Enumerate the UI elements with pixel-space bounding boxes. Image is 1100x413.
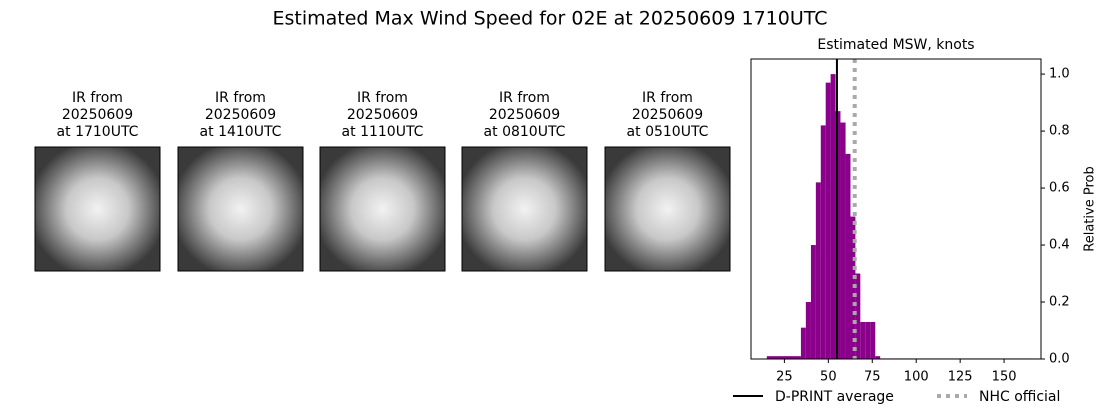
ir-image <box>319 146 446 272</box>
bar <box>845 153 851 359</box>
bar <box>766 356 801 359</box>
x-tick-label: 50 <box>820 370 837 385</box>
legend-label: NHC official <box>979 389 1060 405</box>
bar <box>825 82 831 359</box>
panel-title: IR from <box>215 90 266 106</box>
bar <box>820 125 826 359</box>
legend-label: D-PRINT average <box>775 389 894 405</box>
panel-title: IR from <box>499 90 550 106</box>
panel-title: at 0810UTC <box>484 124 566 140</box>
bar <box>835 111 841 359</box>
x-tick-label: 125 <box>948 370 973 385</box>
panel-title: IR from <box>642 90 693 106</box>
bar <box>870 321 876 359</box>
chart-title: Estimated MSW, knots <box>817 37 974 53</box>
y-tick-label: 0.0 <box>1049 352 1070 367</box>
bar <box>865 321 871 359</box>
x-tick-label: 150 <box>992 370 1017 385</box>
y-tick-label: 0.2 <box>1049 295 1070 310</box>
y-tick-label: 0.4 <box>1049 238 1070 253</box>
panel-title: 20250609 <box>62 107 133 123</box>
bar <box>800 327 806 359</box>
bar <box>805 302 811 359</box>
panel-title: at 0510UTC <box>627 124 709 140</box>
panel-title: 20250609 <box>347 107 418 123</box>
x-tick-label: 25 <box>776 370 793 385</box>
ir-image <box>604 146 731 272</box>
bar <box>840 122 846 359</box>
ir-image <box>177 146 304 272</box>
panel-title: IR from <box>357 90 408 106</box>
x-tick-label: 75 <box>864 370 881 385</box>
bar <box>860 321 866 359</box>
y-tick-label: 0.8 <box>1049 124 1070 139</box>
panel-title: IR from <box>72 90 123 106</box>
bar <box>855 273 861 359</box>
panel-title: 20250609 <box>632 107 703 123</box>
bar <box>830 74 836 359</box>
bar <box>815 182 821 359</box>
ir-image <box>461 146 588 272</box>
y-axis-label: Relative Prob <box>1083 166 1098 251</box>
panel-title: at 1110UTC <box>342 124 424 140</box>
panel-title: at 1410UTC <box>200 124 282 140</box>
plot-frame <box>750 58 1042 360</box>
y-tick-label: 0.6 <box>1049 181 1070 196</box>
panel-title: at 1710UTC <box>57 124 139 140</box>
panel-title: 20250609 <box>489 107 560 123</box>
figure-title: Estimated Max Wind Speed for 02E at 2025… <box>272 8 827 30</box>
panel-title: 20250609 <box>205 107 276 123</box>
bar <box>810 245 816 359</box>
x-tick-label: 100 <box>904 370 929 385</box>
bar <box>875 356 881 359</box>
ir-image <box>34 146 161 272</box>
y-tick-label: 1.0 <box>1049 67 1070 82</box>
